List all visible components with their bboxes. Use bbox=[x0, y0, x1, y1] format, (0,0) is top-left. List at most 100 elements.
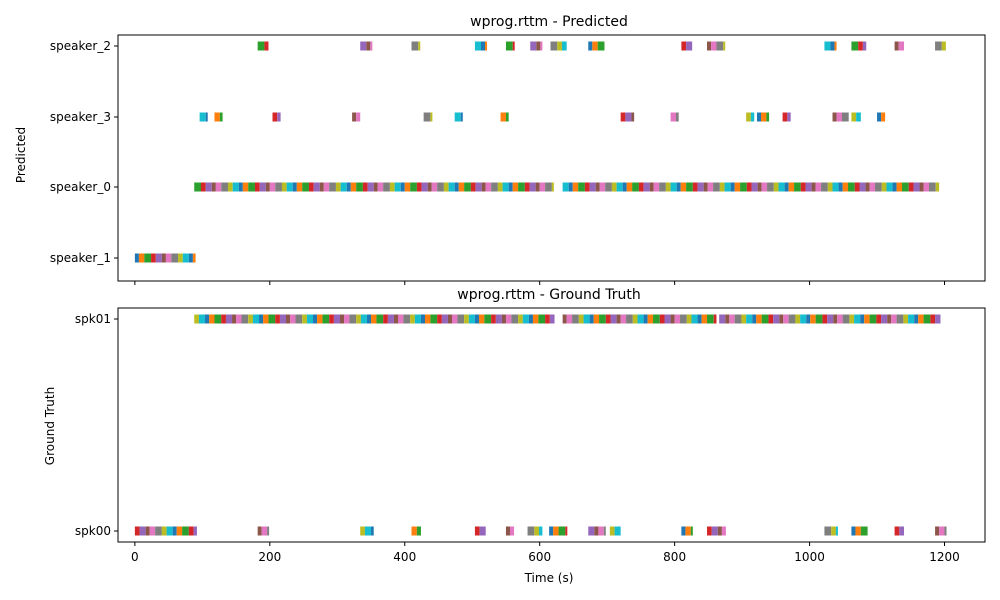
segment-speaker_1 bbox=[188, 253, 193, 263]
segment-speaker_0 bbox=[508, 182, 513, 192]
segment-speaker_0 bbox=[800, 182, 806, 192]
segment-spk00 bbox=[939, 526, 945, 536]
segment-speaker_0 bbox=[761, 182, 768, 192]
segment-speaker_3 bbox=[505, 112, 509, 122]
segment-speaker_3 bbox=[832, 112, 837, 122]
segment-speaker_0 bbox=[703, 182, 708, 192]
segment-speaker_0 bbox=[848, 182, 855, 192]
segment-speaker_0 bbox=[400, 182, 405, 192]
segment-speaker_0 bbox=[680, 182, 687, 192]
segment-spk00 bbox=[558, 526, 566, 536]
segment-speaker_2 bbox=[830, 41, 835, 51]
segment-spk01 bbox=[908, 314, 915, 324]
segment-speaker_0 bbox=[719, 182, 725, 192]
segment-speaker_0 bbox=[335, 182, 341, 192]
segment-speaker_2 bbox=[480, 41, 486, 51]
segment-spk01 bbox=[329, 314, 334, 324]
segment-spk01 bbox=[447, 314, 452, 324]
segment-spk01 bbox=[833, 314, 838, 324]
segment-spk01 bbox=[566, 314, 573, 324]
segment-speaker_3 bbox=[761, 112, 767, 122]
segment-speaker_0 bbox=[821, 182, 828, 192]
segment-spk01 bbox=[779, 314, 784, 324]
segment-spk00 bbox=[527, 526, 535, 536]
segment-spk00 bbox=[565, 526, 568, 536]
segment-speaker_0 bbox=[670, 182, 677, 192]
segment-speaker_3 bbox=[756, 112, 761, 122]
segment-speaker_2 bbox=[686, 41, 693, 51]
segment-spk01 bbox=[923, 314, 931, 324]
segment-spk01 bbox=[734, 314, 742, 324]
ground-truth-ylabel: Ground Truth bbox=[43, 387, 57, 465]
segment-spk01 bbox=[478, 314, 485, 324]
segment-spk01 bbox=[914, 314, 919, 324]
segment-speaker_2 bbox=[557, 41, 562, 51]
segment-speaker_3 bbox=[460, 112, 463, 122]
segment-spk00 bbox=[149, 526, 156, 536]
segment-speaker_1 bbox=[151, 253, 156, 263]
segment-speaker_2 bbox=[411, 41, 419, 51]
segment-speaker_1 bbox=[192, 253, 196, 263]
segment-speaker_0 bbox=[881, 182, 887, 192]
segment-spk01 bbox=[349, 314, 357, 324]
segment-spk01 bbox=[562, 314, 567, 324]
segment-speaker_2 bbox=[941, 41, 946, 51]
segment-spk01 bbox=[263, 314, 269, 324]
predicted-y-ticks: speaker_1 speaker_0 speaker_3 speaker_2 bbox=[50, 39, 118, 265]
segment-speaker_3 bbox=[352, 112, 357, 122]
segment-spk01 bbox=[383, 314, 388, 324]
segment-spk01 bbox=[232, 314, 237, 324]
segment-speaker_0 bbox=[692, 182, 698, 192]
segment-spk00 bbox=[717, 526, 722, 536]
segment-spk01 bbox=[252, 314, 260, 324]
segment-speaker_3 bbox=[836, 112, 842, 122]
segment-spk01 bbox=[198, 314, 206, 324]
segment-speaker_0 bbox=[632, 182, 639, 192]
segment-speaker_0 bbox=[410, 182, 417, 192]
segment-speaker_0 bbox=[730, 182, 735, 192]
segment-spk01 bbox=[312, 314, 318, 324]
segment-speaker_0 bbox=[919, 182, 924, 192]
segment-spk01 bbox=[599, 314, 606, 324]
segment-speaker_2 bbox=[530, 41, 537, 51]
segment-speaker_0 bbox=[281, 182, 287, 192]
segment-spk00 bbox=[690, 526, 693, 536]
segment-spk01 bbox=[505, 314, 512, 324]
segment-spk01 bbox=[670, 314, 675, 324]
segment-speaker_0 bbox=[859, 182, 866, 192]
segment-speaker_2 bbox=[834, 41, 837, 51]
segment-speaker_0 bbox=[350, 182, 357, 192]
segment-spk00 bbox=[711, 526, 718, 536]
segment-spk01 bbox=[268, 314, 276, 324]
segment-speaker_0 bbox=[734, 182, 741, 192]
segment-speaker_0 bbox=[254, 182, 260, 192]
segment-speaker_0 bbox=[875, 182, 882, 192]
segment-speaker_0 bbox=[458, 182, 465, 192]
x-tick-label: 1000 bbox=[794, 550, 825, 564]
segment-spk01 bbox=[903, 314, 909, 324]
segment-spk01 bbox=[935, 314, 941, 324]
segment-spk00 bbox=[603, 526, 606, 536]
segment-spk01 bbox=[741, 314, 747, 324]
segment-spk01 bbox=[761, 314, 769, 324]
segment-spk00 bbox=[188, 526, 194, 536]
segment-speaker_3 bbox=[787, 112, 791, 122]
segment-spk01 bbox=[572, 314, 579, 324]
y-tick-label: speaker_0 bbox=[50, 180, 111, 194]
segment-speaker_3 bbox=[454, 112, 461, 122]
segment-speaker_2 bbox=[540, 41, 543, 51]
segment-speaker_2 bbox=[592, 41, 598, 51]
segment-speaker_0 bbox=[464, 182, 471, 192]
segment-speaker_3 bbox=[782, 112, 788, 122]
segment-spk01 bbox=[860, 314, 865, 324]
segment-spk01 bbox=[647, 314, 654, 324]
segment-spk00 bbox=[267, 526, 270, 536]
segment-speaker_0 bbox=[740, 182, 747, 192]
segment-spk01 bbox=[632, 314, 638, 324]
segment-spk01 bbox=[674, 314, 681, 324]
segment-speaker_2 bbox=[681, 41, 687, 51]
segment-spk00 bbox=[851, 526, 856, 536]
segment-speaker_0 bbox=[653, 182, 660, 192]
segment-speaker_0 bbox=[622, 182, 627, 192]
segment-speaker_0 bbox=[394, 182, 401, 192]
